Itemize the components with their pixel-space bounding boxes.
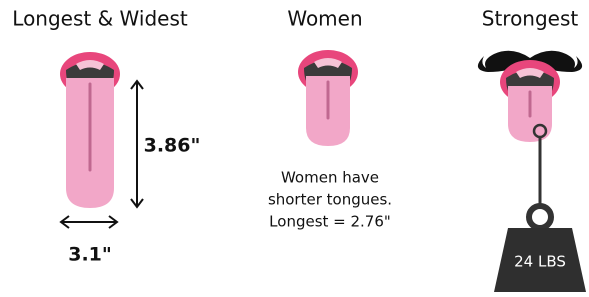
height-arrow xyxy=(131,81,143,207)
caption-line: shorter tongues. xyxy=(268,191,392,209)
height-label: 3.86" xyxy=(144,135,201,157)
infographic: Longest & Widest 3.86" 3.1" Women Women … xyxy=(0,0,589,297)
panel-strongest: Strongest 24 LBS xyxy=(478,7,586,293)
caption-line: Longest = 2.76" xyxy=(269,213,391,231)
width-label: 3.1" xyxy=(68,244,112,266)
panel-title: Longest & Widest xyxy=(12,7,188,31)
panel-longest: Longest & Widest 3.86" 3.1" xyxy=(12,7,200,266)
panel-women: Women Women have shorter tongues. Longes… xyxy=(268,7,392,231)
width-arrow xyxy=(61,216,117,228)
panel-title: Women xyxy=(287,7,362,31)
weight-label: 24 LBS xyxy=(514,253,566,271)
caption-line: Women have xyxy=(281,169,379,187)
panel-title: Strongest xyxy=(482,7,579,31)
weight-handle xyxy=(529,206,551,228)
